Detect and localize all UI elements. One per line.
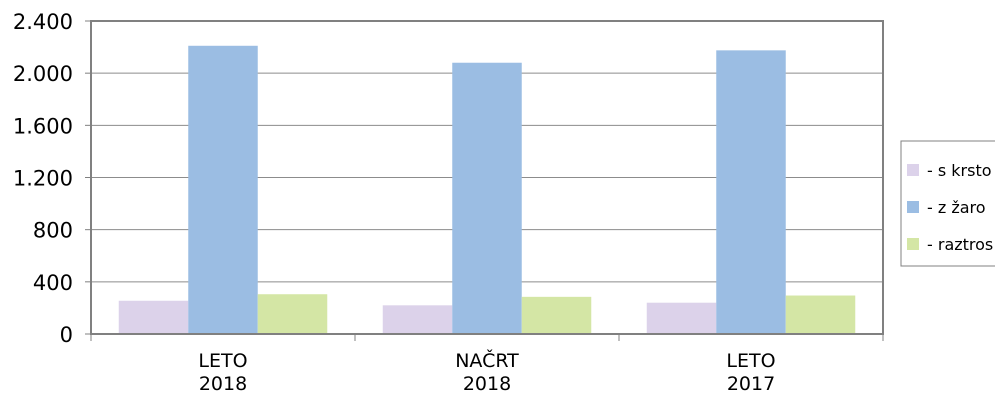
y-tick-label: 1.200 [13, 167, 73, 191]
legend-label: - s krsto [927, 161, 992, 180]
bar [188, 45, 258, 334]
y-tick-label: 800 [33, 219, 73, 243]
y-tick-label: 400 [33, 271, 73, 295]
bar [452, 62, 522, 334]
bar [257, 294, 328, 334]
bar [646, 302, 717, 334]
bar [716, 50, 786, 334]
bar [118, 300, 189, 334]
y-tick-label: 2.000 [13, 62, 73, 86]
x-tick-label: LETO 2017 [726, 350, 775, 394]
y-tick-label: 2.400 [13, 10, 73, 34]
legend-label: - z žaro [927, 198, 986, 217]
legend-swatch [907, 164, 919, 176]
legend-swatch [907, 238, 919, 250]
legend-label: - raztros [927, 235, 993, 254]
bar [521, 296, 592, 334]
x-tick-label: LETO 2018 [198, 350, 247, 394]
legend: - s krsto - z žaro - raztros [900, 140, 995, 267]
axes: 0 400 800 1.200 1.600 2.000 2.400 LETO 2018 NAČRT… [13, 10, 884, 395]
bar [382, 305, 453, 334]
y-tick-label: 0 [60, 323, 73, 347]
bar [785, 295, 856, 334]
bars [118, 45, 856, 334]
legend-swatch [907, 201, 919, 213]
y-tick-label: 1.600 [13, 114, 73, 138]
x-tick-label: NAČRT 2018 [455, 348, 519, 394]
